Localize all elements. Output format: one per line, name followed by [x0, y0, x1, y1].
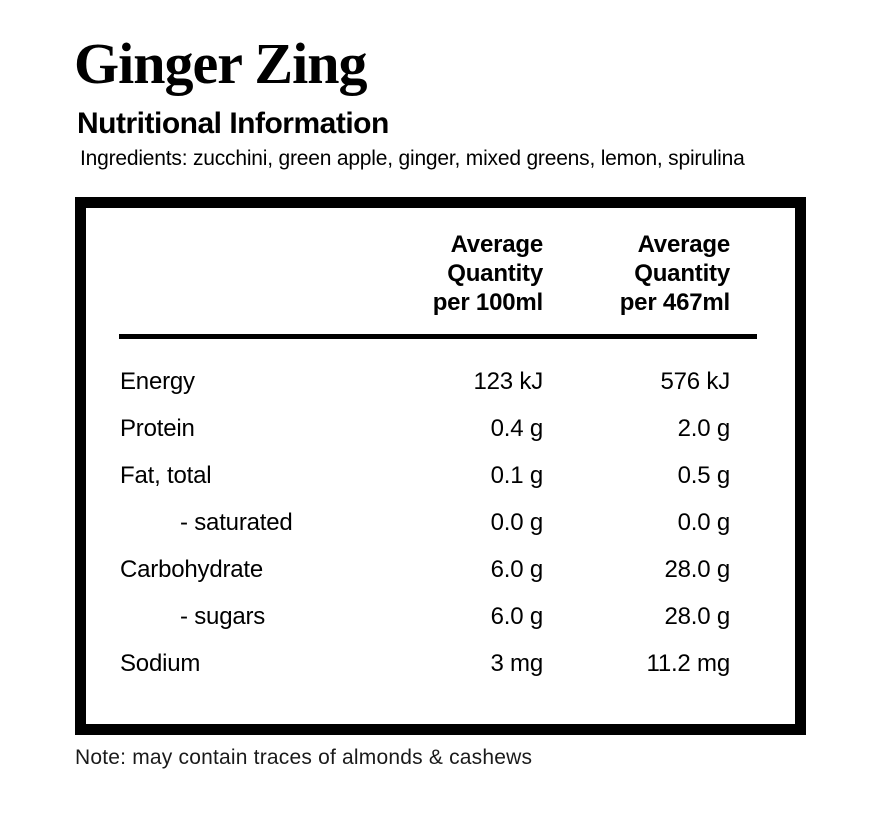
- allergen-note-text: Note: may contain traces of almonds & ca…: [75, 746, 533, 769]
- row-value-467ml: 0.5 g: [677, 462, 731, 489]
- row-value-100ml: 0.4 g: [490, 415, 544, 442]
- row-label: Fat, total: [120, 462, 212, 489]
- row-value-100ml: 0.0 g: [490, 509, 544, 536]
- row-label: Carbohydrate: [120, 556, 264, 583]
- row-value-100ml: 6.0 g: [490, 556, 544, 583]
- header-spacer-cell: [120, 230, 356, 317]
- row-value-467ml: 0.0 g: [677, 509, 731, 536]
- row-value-100ml: 0.1 g: [490, 462, 544, 489]
- nutrition-table: Average Quantity per 100ml Average Quant…: [75, 197, 806, 735]
- table-row-fat-saturated: - saturated 0.0 g 0.0 g: [120, 499, 730, 546]
- header-line: per 467ml: [619, 289, 730, 316]
- page-title: Ginger Zing: [74, 31, 367, 96]
- header-divider-rule: [119, 334, 757, 339]
- table-row-energy: Energy 123 kJ 576 kJ: [120, 358, 730, 405]
- row-value-100ml: 123 kJ: [473, 368, 543, 395]
- section-subtitle: Nutritional Information: [77, 107, 389, 140]
- row-value-467ml: 11.2 mg: [646, 650, 730, 677]
- table-body: Energy 123 kJ 576 kJ Protein 0.4 g 2.0 g…: [120, 358, 730, 687]
- header-line: per 100ml: [432, 289, 543, 316]
- header-line: Quantity: [447, 260, 543, 287]
- row-value-467ml: 28.0 g: [664, 556, 730, 583]
- ingredients-text: Ingredients: zucchini, green apple, ging…: [80, 147, 745, 170]
- row-label: - saturated: [180, 509, 293, 536]
- row-label: Sodium: [120, 650, 201, 677]
- header-per-100ml: Average Quantity per 100ml: [356, 230, 543, 317]
- table-row-sodium: Sodium 3 mg 11.2 mg: [120, 640, 730, 687]
- row-label: Protein: [120, 415, 195, 442]
- header-line: Average: [637, 231, 731, 258]
- table-row-protein: Protein 0.4 g 2.0 g: [120, 405, 730, 452]
- row-value-100ml: 6.0 g: [490, 603, 544, 630]
- table-header-row: Average Quantity per 100ml Average Quant…: [120, 230, 730, 317]
- row-value-100ml: 3 mg: [490, 650, 543, 677]
- table-row-fat-total: Fat, total 0.1 g 0.5 g: [120, 452, 730, 499]
- row-label: - sugars: [180, 603, 266, 630]
- table-row-carbohydrate: Carbohydrate 6.0 g 28.0 g: [120, 546, 730, 593]
- table-row-sugars: - sugars 6.0 g 28.0 g: [120, 593, 730, 640]
- row-value-467ml: 28.0 g: [664, 603, 730, 630]
- header-line: Quantity: [634, 260, 730, 287]
- row-label: Energy: [120, 368, 195, 395]
- header-line: Average: [450, 231, 544, 258]
- row-value-467ml: 2.0 g: [677, 415, 731, 442]
- header-per-467ml: Average Quantity per 467ml: [543, 230, 730, 317]
- row-value-467ml: 576 kJ: [660, 368, 730, 395]
